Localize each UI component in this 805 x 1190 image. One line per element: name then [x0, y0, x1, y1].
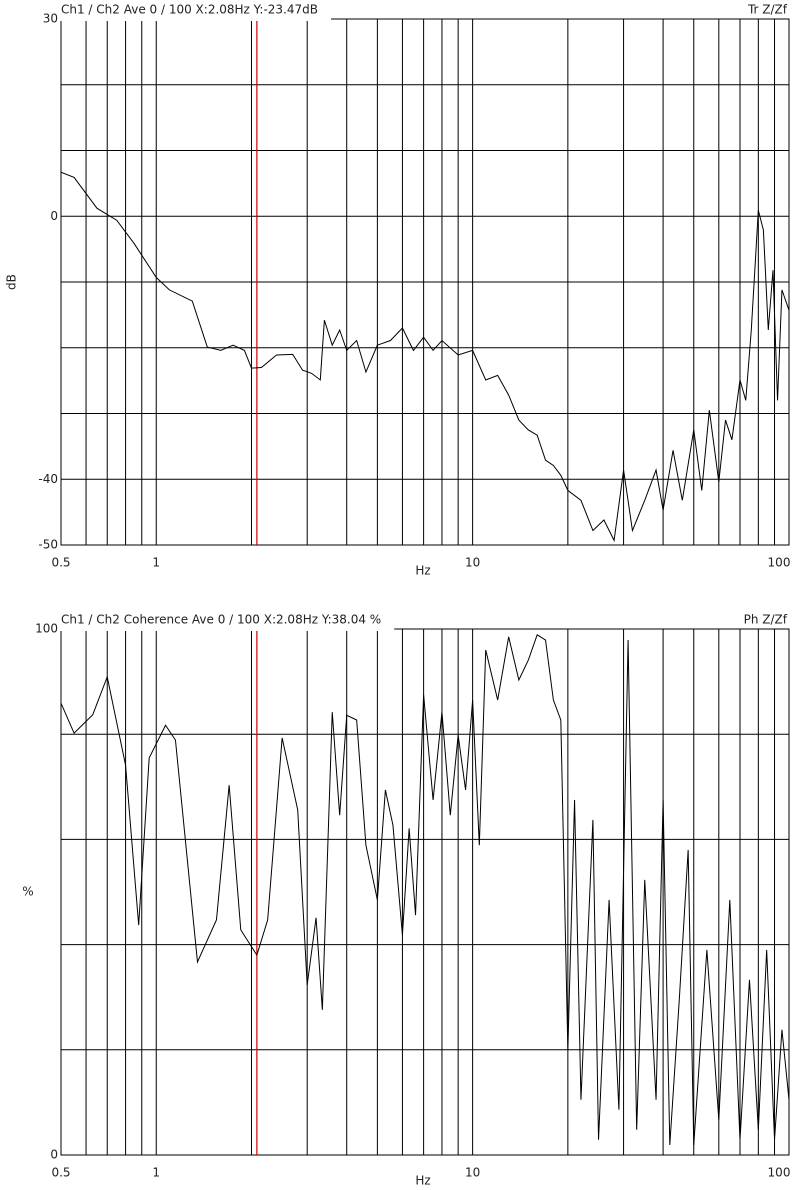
x-axis-label: Hz [415, 564, 430, 578]
y-tick-label: -40 [38, 472, 58, 486]
y-tick-label: -50 [38, 538, 58, 552]
x-tick-label: 10 [465, 556, 480, 570]
header-bg [60, 1, 331, 21]
chart: 0.5 1 10 100 100 0 Hz% Ch1 / Ch2 Coherence Ave … [22, 611, 790, 1188]
x-tick-label: 100 [768, 1166, 791, 1180]
x-tick-label: 10 [465, 1166, 480, 1180]
x-tick-label: 1 [152, 556, 160, 570]
x-tick-label: 0.5 [51, 1166, 70, 1180]
header-text: Ch1 / Ch2 Ave 0 / 100 X:2.08Hz Y:-23.47d… [61, 3, 318, 17]
y-tick-label: 30 [43, 12, 58, 26]
chart: 0.5 1 10 100 30 0 -40 -50 Hz dB Ch1 / Ch2 Ave 0 / … [5, 1, 791, 578]
header-bg [60, 611, 395, 631]
y-tick-label: 0 [50, 209, 58, 223]
x-tick-label: 1 [152, 1166, 160, 1180]
y-axis-label: % [22, 885, 33, 899]
right-label: Ph Z/Zf [744, 613, 788, 627]
y-tick-label: 100 [35, 622, 58, 636]
x-tick-label: 100 [768, 556, 791, 570]
x-tick-label: 0.5 [51, 556, 70, 570]
y-tick-label: 0 [50, 1148, 58, 1162]
header-text: Ch1 / Ch2 Coherence Ave 0 / 100 X:2.08Hz… [61, 613, 381, 627]
right-label: Tr Z/Zf [747, 3, 788, 17]
data-line [61, 634, 789, 1146]
data-line [61, 171, 789, 543]
y-axis-label: dB [5, 274, 19, 290]
x-axis-label: Hz [415, 1174, 430, 1188]
